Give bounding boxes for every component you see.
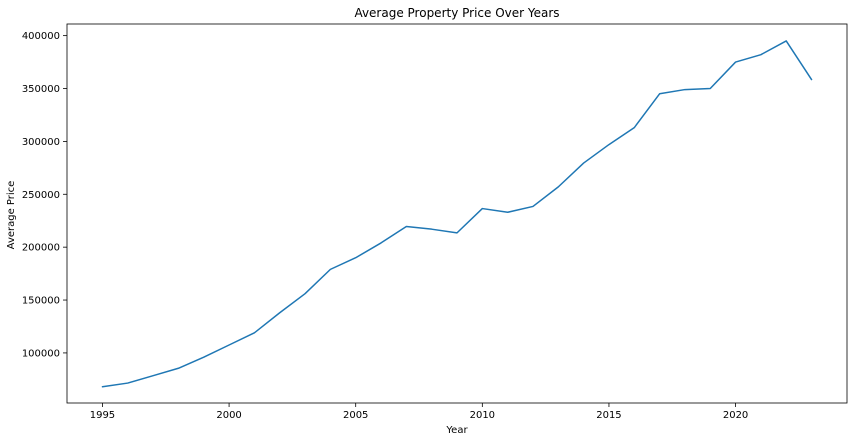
y-tick-label-250000: 250000: [22, 190, 60, 201]
x-tick-label-2005: 2005: [343, 410, 368, 421]
y-axis-label: Average Price: [6, 181, 17, 250]
x-tick-label-2015: 2015: [596, 410, 621, 421]
x-tick-label-2010: 2010: [470, 410, 495, 421]
chart-title: Average Property Price Over Years: [354, 6, 559, 20]
x-tick-label-1995: 1995: [90, 410, 115, 421]
x-tick-label-2020: 2020: [723, 410, 748, 421]
y-tick-label-150000: 150000: [22, 296, 60, 307]
y-tick-label-300000: 300000: [22, 137, 60, 148]
axes-frame: [66, 23, 848, 404]
series-line-0: [101, 40, 813, 388]
x-axis-label: Year: [445, 425, 468, 436]
y-tick-label-100000: 100000: [22, 348, 60, 359]
y-tick-label-200000: 200000: [22, 243, 60, 254]
x-tick-label-2000: 2000: [216, 410, 241, 421]
plot-area: 1995 2000 2005 2010 2015 2020 100000 150000 2000…: [22, 23, 848, 421]
y-tick-label-400000: 400000: [22, 31, 60, 42]
y-tick-label-350000: 350000: [22, 84, 60, 95]
